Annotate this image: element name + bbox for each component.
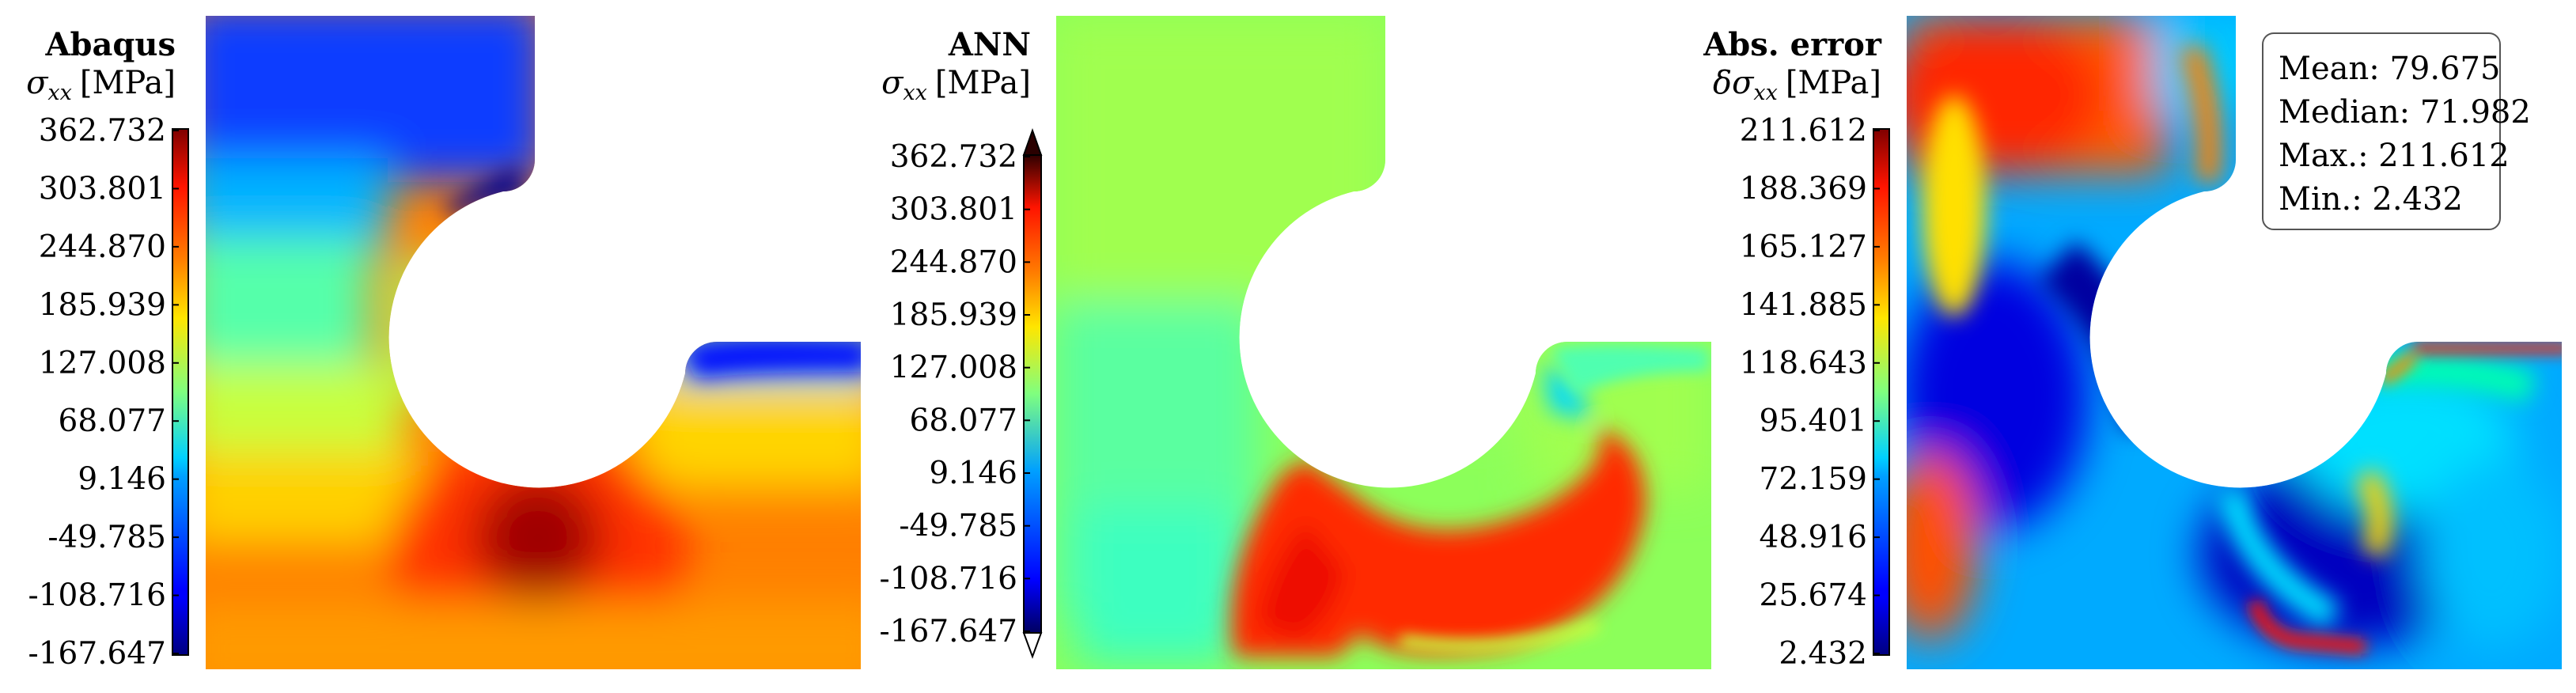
quantity-subscript: xx	[903, 81, 926, 105]
contour-field-ann	[1056, 16, 1711, 669]
quantity-symbol: σ	[26, 65, 49, 101]
panel-title: Abs. error	[1703, 26, 1882, 63]
quantity-subscript: xx	[47, 81, 71, 105]
colorbar-tick-label: 244.870	[39, 229, 166, 265]
stat-label: Mean:	[2279, 51, 2380, 87]
colorbar-tick-label: 118.643	[1740, 346, 1867, 381]
colorbar-tick-label: 244.870	[890, 244, 1017, 280]
colorbar	[1873, 128, 1890, 656]
stat-label: Max.:	[2279, 138, 2369, 174]
stat-median: Median: 71.982	[2279, 94, 2531, 131]
colorbar-tick-label: 68.077	[59, 403, 166, 439]
stat-value: 211.612	[2378, 138, 2509, 174]
colorbar-ticks: 362.732 303.801 244.870 185.939 127.008 68.07…	[28, 113, 179, 672]
colorbar-ticks: 362.732 303.801 244.870 185.939 127.008 68.07…	[880, 139, 1030, 649]
colorbar-tick-label: 9.146	[929, 456, 1017, 491]
colorbar-tick-label: 362.732	[890, 139, 1017, 175]
colorbar-tick-label: -108.716	[28, 578, 166, 614]
quantity-label: δσxx [MPa]	[1713, 65, 1881, 105]
colorbar-tick-label: 72.159	[1760, 462, 1867, 498]
colorbar-extend-bottom	[1022, 632, 1043, 659]
colorbar-tick-label: 48.916	[1760, 520, 1867, 555]
quantity-label: σxx [MPa]	[881, 65, 1031, 105]
panel-ann: ANN σxx [MPa] 362.732 303.801 244.870 185.93…	[880, 16, 1711, 669]
colorbar-tick-label: 211.612	[1740, 113, 1867, 149]
colorbar-tick-label: 165.127	[1740, 229, 1867, 265]
colorbar-ticks: 211.612 188.369 165.127 141.885 118.643 95.40…	[1740, 113, 1880, 672]
colorbar-tick-label: -49.785	[899, 509, 1017, 544]
colorbar-tick-label: 185.939	[890, 297, 1017, 333]
quantity-unit: [MPa]	[1786, 65, 1881, 101]
panel-abaqus: Abaqus σxx [MPa] 362.732 303.801 244.870 185…	[26, 16, 861, 672]
colorbar-tick-label: -49.785	[47, 520, 166, 555]
colorbar-tick-label: 303.801	[890, 192, 1017, 228]
panel-title: ANN	[948, 26, 1031, 63]
colorbar-tick-label: -167.647	[28, 636, 166, 672]
quantity-symbol: σ	[1732, 65, 1755, 101]
colorbar-tick-label: 141.885	[1740, 287, 1867, 323]
colorbar-tick-label: 2.432	[1779, 636, 1867, 672]
colorbar-tick-label: 362.732	[39, 113, 166, 149]
colorbar-tick-label: 185.939	[39, 287, 166, 323]
colorbar-tick-label: 127.008	[39, 346, 166, 381]
colorbar	[1023, 154, 1042, 634]
quantity-unit: [MPa]	[80, 65, 176, 101]
panel-abs-error: Abs. error δσxx [MPa] 211.612 188.369 165.1…	[1703, 16, 2562, 672]
colorbar-tick-label: 9.146	[78, 462, 166, 498]
quantity-prefix: δ	[1713, 65, 1732, 101]
panel-title: Abaqus	[45, 26, 176, 63]
colorbar-tick-label: 68.077	[910, 403, 1017, 438]
quantity-symbol: σ	[881, 65, 904, 101]
quantity-subscript: xx	[1753, 81, 1777, 105]
stat-mean: Mean: 79.675	[2279, 51, 2500, 87]
colorbar-tick-label: 188.369	[1740, 171, 1867, 206]
stat-min: Min.: 2.432	[2279, 181, 2463, 218]
stat-value: 79.675	[2389, 51, 2500, 87]
stat-label: Median:	[2279, 94, 2410, 131]
contour-field-abaqus	[206, 16, 861, 669]
colorbar	[172, 128, 189, 656]
quantity-label: σxx [MPa]	[26, 65, 176, 105]
stats-box: Mean: 79.675 Median: 71.982 Max.: 211.61…	[2262, 32, 2531, 230]
stat-max: Max.: 211.612	[2279, 138, 2510, 174]
stat-value: 2.432	[2372, 181, 2463, 218]
stat-label: Min.:	[2279, 181, 2362, 218]
colorbar-tick-label: 95.401	[1760, 403, 1867, 439]
colorbar-tick-label: 127.008	[890, 350, 1017, 386]
stat-value: 71.982	[2420, 94, 2531, 131]
quantity-unit: [MPa]	[935, 65, 1031, 101]
colorbar-tick-label: -167.647	[880, 614, 1017, 649]
colorbar-tick-label: -108.716	[880, 561, 1017, 596]
colorbar-tick-label: 25.674	[1760, 578, 1867, 614]
colorbar-extend-top	[1022, 128, 1043, 156]
colorbar-tick-label: 303.801	[39, 171, 166, 206]
